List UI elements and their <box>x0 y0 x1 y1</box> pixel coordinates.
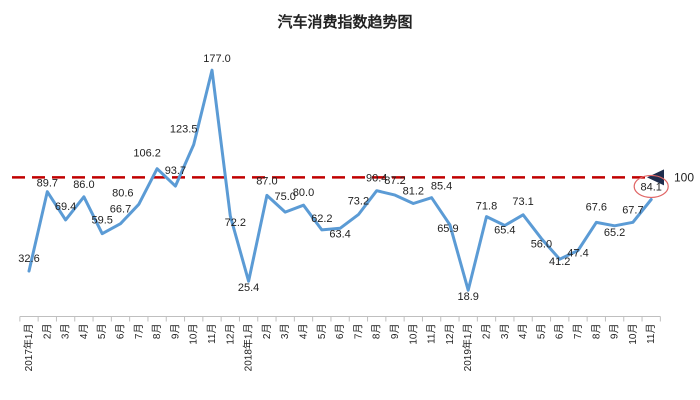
reference-line-label: 100 <box>674 170 694 184</box>
data-label: 72.2 <box>225 217 246 229</box>
x-tick-label: 6月 <box>115 324 127 340</box>
data-labels: 32.6 89.7 69.4 86.0 59.566.7 80.6 106.2 93.7 123… <box>18 53 669 303</box>
x-tick-label: 9月 <box>609 324 621 340</box>
data-label: 71.8 <box>476 201 497 213</box>
data-label: 80.0 <box>293 187 314 199</box>
x-tick-label: 8月 <box>371 324 383 340</box>
data-label: 62.2 <box>311 213 332 225</box>
data-label: 93.7 <box>165 165 186 177</box>
x-tick-label: 2月 <box>261 324 273 340</box>
x-tick-labels: 2017年1月 2月 3月 4月 5月 6月 7月 8月 9月 10月 11月 12月 2018年1月 2… <box>22 324 657 372</box>
x-tick-label: 6月 <box>334 324 346 340</box>
data-label: 75.0 <box>274 191 295 203</box>
x-tick-label: 10月 <box>627 324 639 345</box>
series-line <box>27 68 653 292</box>
data-label: 67.6 <box>586 201 607 213</box>
data-label: 65.4 <box>494 224 515 236</box>
data-label: 86.0 <box>73 179 94 191</box>
x-tick-label: 8月 <box>590 324 602 340</box>
x-tick-label: 2月 <box>41 324 53 340</box>
x-tick-label: 4月 <box>298 324 310 340</box>
x-tick-label: 10月 <box>188 324 200 345</box>
x-tick-label: 8月 <box>151 324 163 340</box>
reference-arrow-icon <box>647 169 664 186</box>
data-label: 65.2 <box>604 227 625 239</box>
data-label: 41.2 <box>549 256 570 268</box>
data-label: 87.0 <box>256 175 277 187</box>
series-line-group <box>27 68 653 292</box>
x-tick-label: 7月 <box>133 324 145 340</box>
data-label: 85.4 <box>431 181 452 193</box>
data-label: 177.0 <box>203 53 231 65</box>
data-label: 90.4 <box>366 173 387 185</box>
x-tick-label: 9月 <box>389 324 401 340</box>
data-label: 47.4 <box>567 248 588 260</box>
data-label: 32.6 <box>18 253 39 265</box>
x-tick-label: 11月 <box>206 324 218 344</box>
data-label: 81.2 <box>403 185 424 197</box>
data-label: 106.2 <box>133 148 161 160</box>
data-label: 66.7 <box>110 204 131 216</box>
x-tick-label: 4月 <box>517 324 529 340</box>
x-tick-label: 4月 <box>78 324 90 340</box>
data-label: 65.9 <box>437 223 458 235</box>
x-tick-label: 12月 <box>444 324 456 345</box>
x-tick-label: 2018年1月 <box>242 324 255 372</box>
x-tick-label: 11月 <box>426 324 438 344</box>
x-tick-label: 11月 <box>645 324 657 344</box>
x-tick-label: 5月 <box>96 324 108 340</box>
x-tick-label: 5月 <box>535 324 547 340</box>
chart-title: 汽车消费指数趋势图 <box>277 13 412 31</box>
x-tick-label: 2017年1月 <box>22 324 35 372</box>
x-tick-label: 10月 <box>407 324 419 345</box>
data-label: 73.1 <box>512 196 533 208</box>
data-label: 84.1 <box>640 181 661 193</box>
x-tick-label: 12月 <box>224 324 236 345</box>
x-tick-label: 6月 <box>554 324 566 340</box>
reference-line-group: 100 <box>12 169 694 186</box>
x-tick-label: 2019年1月 <box>461 324 474 372</box>
data-label: 123.5 <box>170 124 198 136</box>
x-tick-label: 3月 <box>60 324 72 340</box>
x-tick-label: 3月 <box>499 324 511 340</box>
data-label: 67.7 <box>622 204 643 216</box>
x-axis <box>19 316 661 322</box>
x-tick-label: 5月 <box>316 324 328 340</box>
data-label: 69.4 <box>55 201 76 213</box>
data-label: 73.2 <box>348 196 369 208</box>
data-label: 59.5 <box>91 215 112 227</box>
x-tick-label: 9月 <box>169 324 181 340</box>
data-label: 87.2 <box>384 175 405 187</box>
data-label: 56.0 <box>531 239 552 251</box>
x-tick-label: 7月 <box>572 324 584 340</box>
highlight-circle <box>633 174 669 199</box>
x-tick-label: 3月 <box>279 324 291 340</box>
data-label: 18.9 <box>457 291 478 303</box>
x-tick-label: 7月 <box>352 324 364 340</box>
data-label: 80.6 <box>112 187 133 199</box>
x-tick-label: 2月 <box>481 324 493 340</box>
data-label: 89.7 <box>37 178 58 190</box>
data-label: 25.4 <box>238 282 259 294</box>
data-label: 63.4 <box>329 228 350 240</box>
